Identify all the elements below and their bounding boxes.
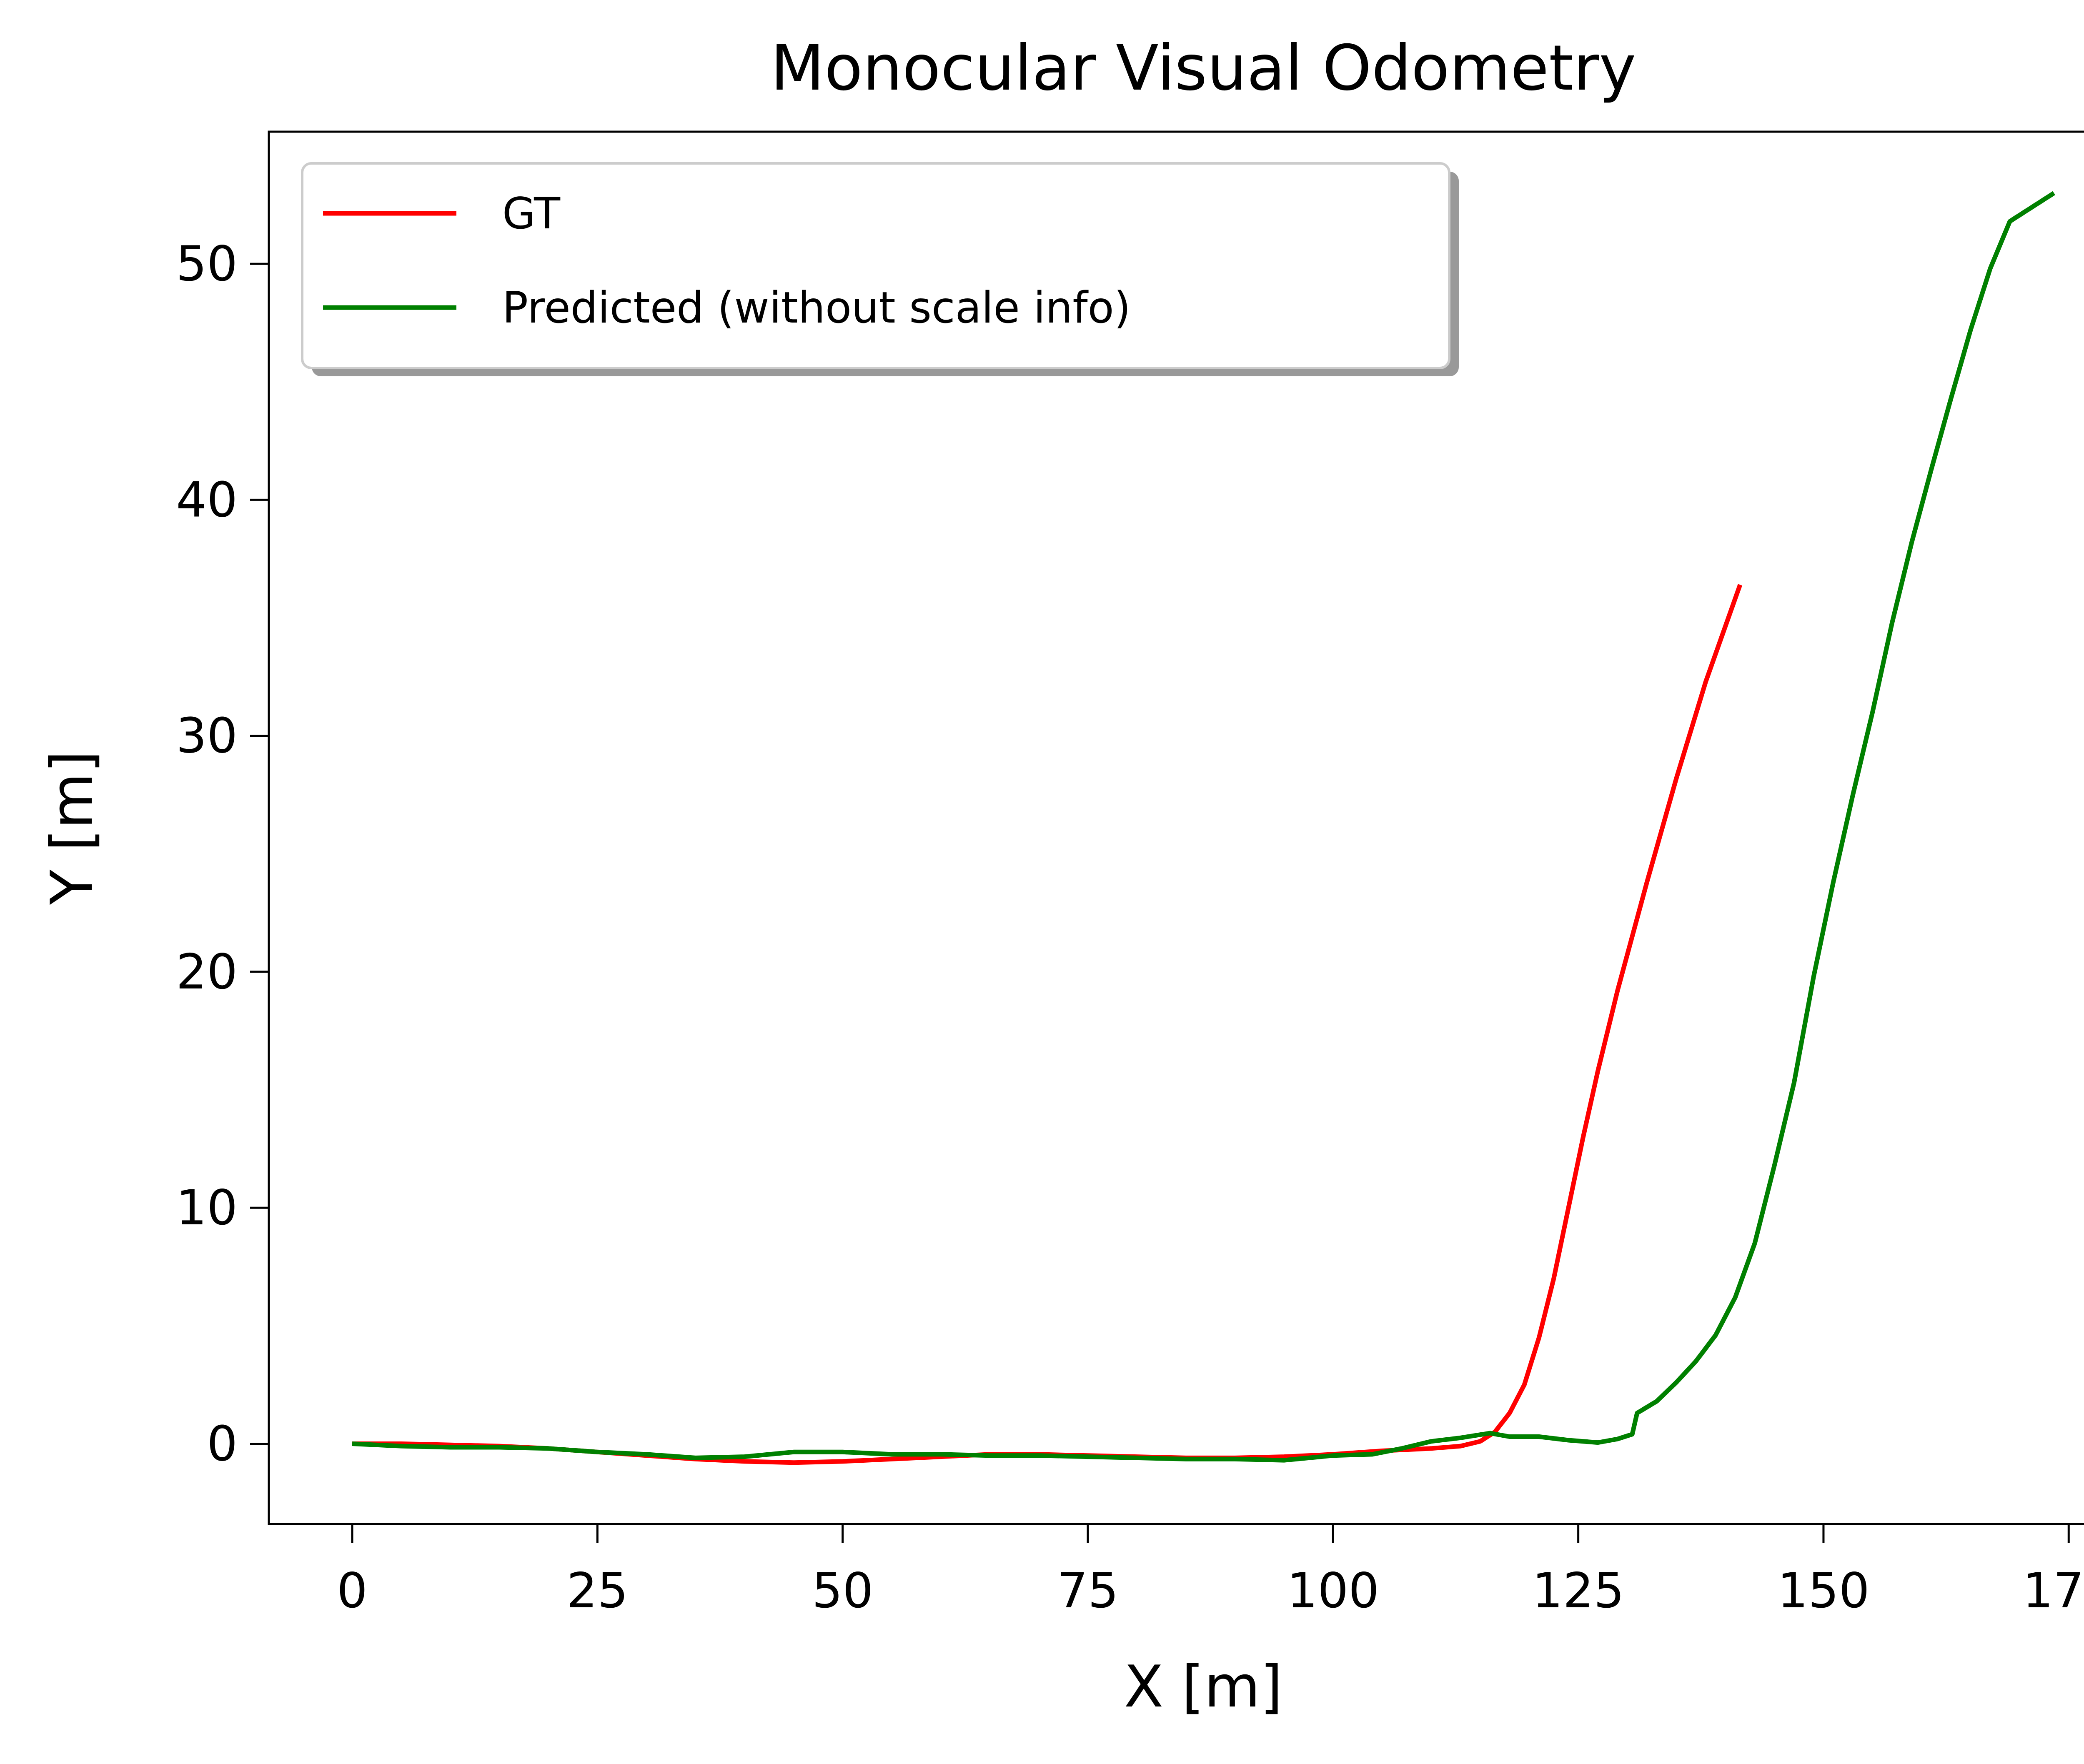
y-tick-label: 30 xyxy=(176,708,238,764)
series-layer xyxy=(352,191,2055,1465)
y-tick-label: 10 xyxy=(176,1180,238,1236)
y-tick-label: 50 xyxy=(176,236,238,292)
x-tick-label: 175 xyxy=(2023,1563,2084,1619)
y-tick-label: 20 xyxy=(176,944,238,1000)
x-tick-label: 0 xyxy=(337,1563,368,1619)
chart-title: Monocular Visual Odometry xyxy=(771,32,1636,105)
y-tick-label: 0 xyxy=(207,1416,238,1472)
x-axis-ticks: 0 25 50 75 100 125 150 175 xyxy=(337,1524,2084,1619)
y-tick-label: 40 xyxy=(176,472,238,528)
series-line-predicted xyxy=(352,191,2055,1463)
x-tick-label: 125 xyxy=(1532,1563,1624,1619)
x-tick-label: 25 xyxy=(567,1563,629,1619)
x-tick-label: 75 xyxy=(1057,1563,1119,1619)
y-axis-ticks: 0 10 20 30 40 50 xyxy=(176,236,269,1472)
legend-label-gt: GT xyxy=(502,189,561,239)
legend: GT Predicted (without scale info) xyxy=(301,162,1459,376)
x-axis-label: X [m] xyxy=(1124,1653,1283,1720)
legend-label-predicted: Predicted (without scale info) xyxy=(502,283,1131,333)
legend-box xyxy=(301,162,1450,369)
x-tick-label: 100 xyxy=(1287,1563,1379,1619)
y-axis-label: Y [m] xyxy=(38,751,105,905)
x-tick-label: 50 xyxy=(812,1563,874,1619)
x-tick-label: 150 xyxy=(1777,1563,1869,1619)
